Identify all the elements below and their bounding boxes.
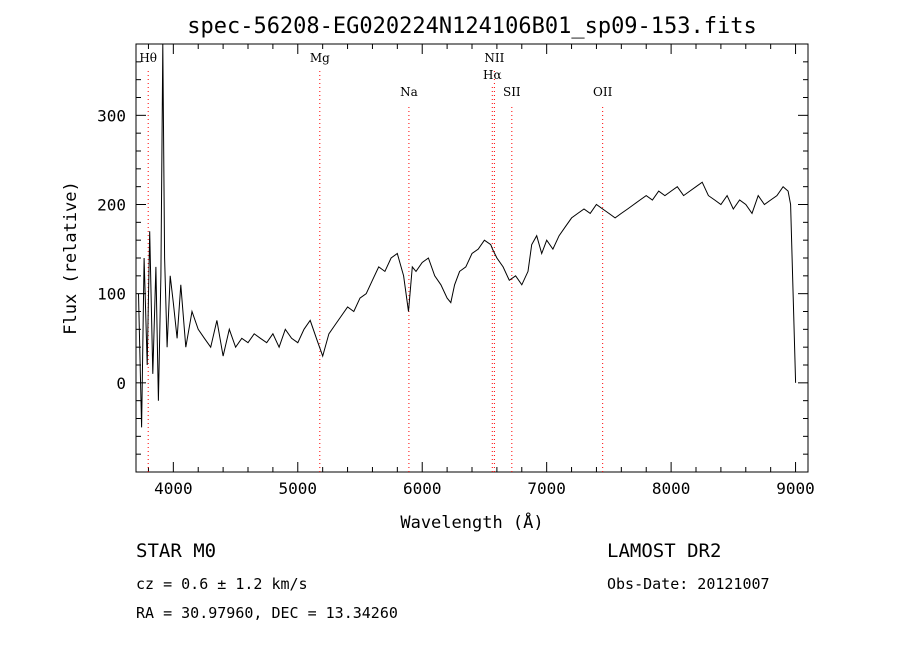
- emission-line-label: NII: [484, 51, 504, 65]
- emission-line-label: Mg: [310, 51, 330, 65]
- x-axis-label: Wavelength (Å): [400, 511, 543, 533]
- x-tick-label: 6000: [403, 479, 442, 498]
- emission-line-label: Hα: [483, 68, 502, 82]
- emission-line-label: OII: [593, 85, 613, 99]
- x-tick-label: 9000: [776, 479, 815, 498]
- x-axis: 4000 5000 6000 7000 8000 9000: [147, 44, 815, 498]
- x-tick-label: 8000: [652, 479, 691, 498]
- object-class: STAR M0: [136, 540, 217, 562]
- plot-frame: [135, 43, 809, 473]
- chart-title: spec-56208-EG020224N124106B01_sp09-153.f…: [187, 14, 757, 39]
- x-tick-label: 5000: [279, 479, 318, 498]
- emission-line-label: Hθ: [139, 51, 157, 65]
- y-tick-label: 0: [116, 374, 126, 393]
- y-tick-label: 300: [97, 106, 126, 125]
- x-tick-label: 4000: [154, 479, 193, 498]
- y-axis-label: Flux (relative): [61, 181, 81, 335]
- redshift-velocity: cz = 0.6 ± 1.2 km/s: [136, 575, 308, 593]
- observation-date: Obs-Date: 20121007: [607, 575, 770, 593]
- y-axis: 0 100 200 300: [97, 43, 808, 473]
- survey-name: LAMOST DR2: [607, 540, 722, 562]
- y-tick-label: 200: [97, 196, 126, 215]
- y-tick-label: 100: [97, 285, 126, 304]
- emission-line-label: SII: [503, 85, 521, 99]
- x-tick-label: 7000: [527, 479, 566, 498]
- flux-line: [138, 43, 797, 428]
- coordinates: RA = 30.97960, DEC = 13.34260: [136, 604, 398, 622]
- emission-line-label: Na: [400, 85, 418, 99]
